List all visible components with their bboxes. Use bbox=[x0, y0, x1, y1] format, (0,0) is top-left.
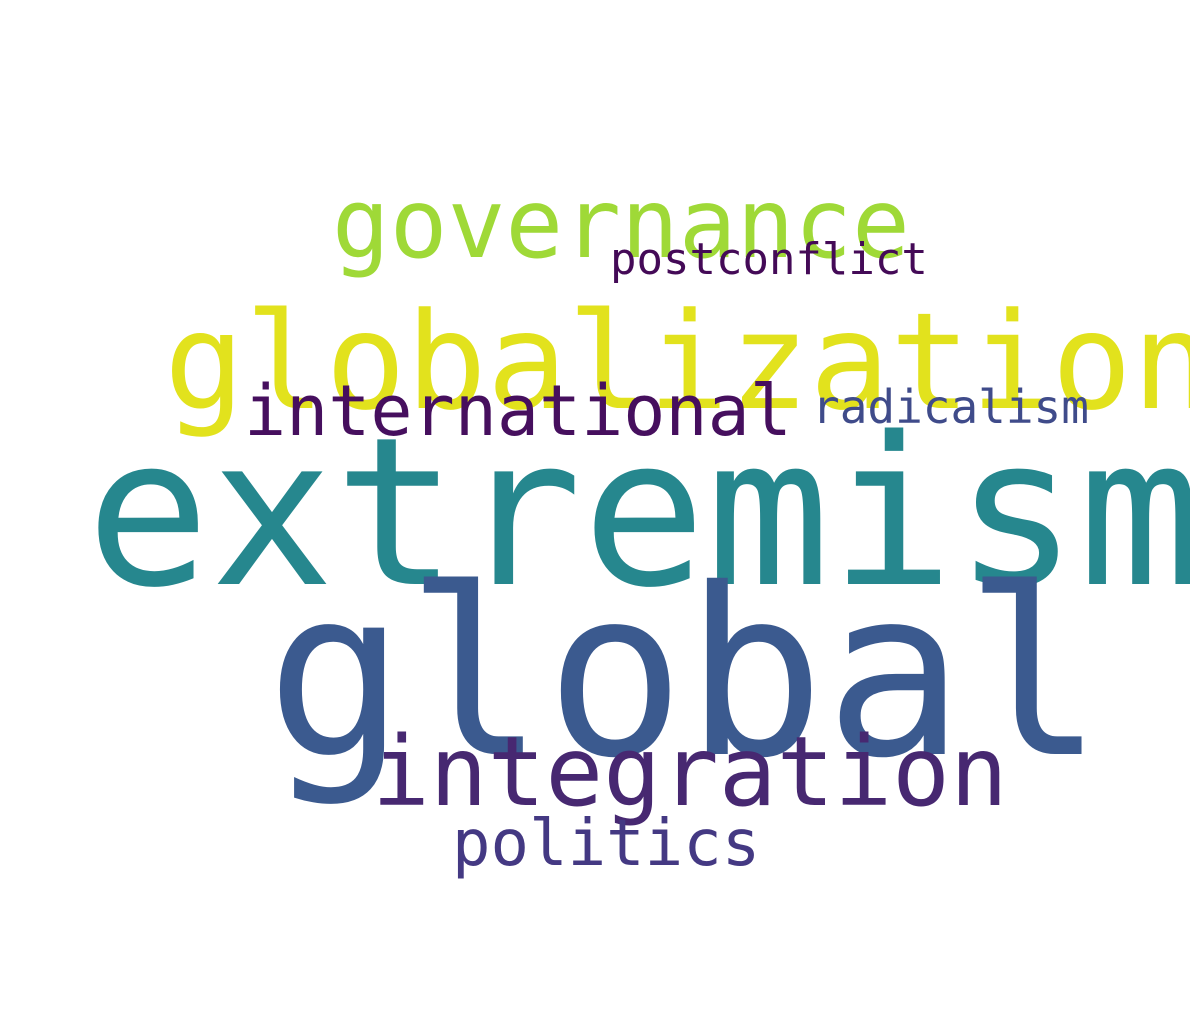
word-international: international bbox=[244, 370, 792, 452]
word-governance: governance bbox=[332, 168, 910, 280]
word-global: global bbox=[266, 539, 1105, 809]
word-radicalism: radicalism bbox=[812, 380, 1089, 434]
word-politics: politics bbox=[452, 807, 761, 881]
word-extremism: extremism bbox=[86, 393, 1190, 633]
word-integration: integration bbox=[372, 716, 1008, 828]
word-globalization: globalization bbox=[164, 284, 1190, 440]
word-postconflict: postconflict bbox=[610, 234, 928, 285]
